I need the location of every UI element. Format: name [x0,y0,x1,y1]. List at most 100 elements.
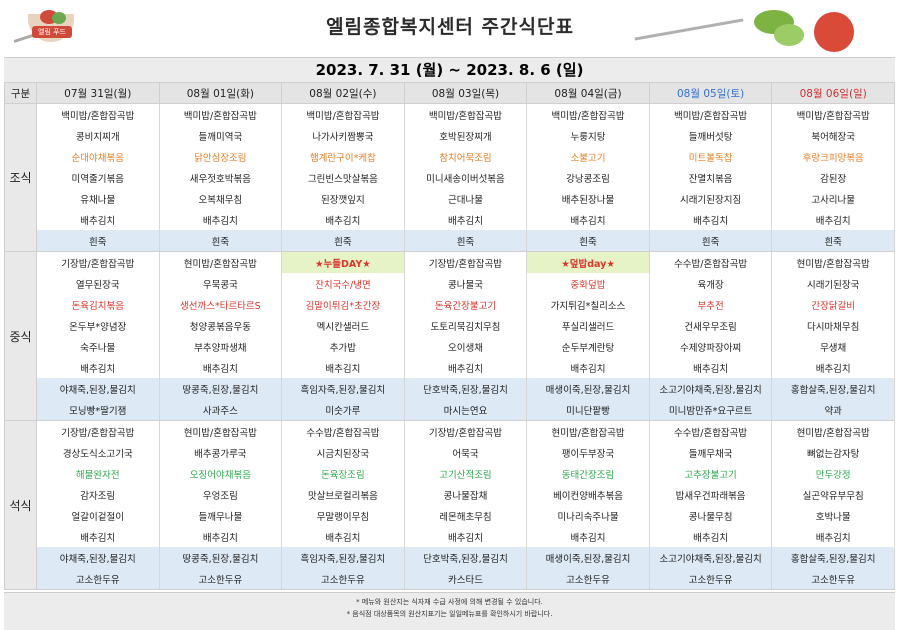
menu-item: 배추김치 [771,209,895,230]
menu-item: 추가밥 [281,336,405,357]
menu-item: 푸실리샐러드 [526,315,650,336]
menu-item: 미니새송이버섯볶음 [403,167,528,188]
menu-item: 배추김치 [648,209,773,230]
menu-item: 배추김치 [526,209,650,230]
meal-row: 감자조림 우엉조림 맛살브로컬리볶음 콩나물잡채 베이컨양배추볶음 밥새우건파래볶음 실곤약… [5,484,895,505]
menu-item: 단호박죽,된장,물김치 [403,378,528,399]
snack-row: 흰죽 흰죽 흰죽 흰죽 흰죽 흰죽 흰죽 [5,230,895,252]
menu-item: 들깨무채국 [648,442,773,463]
menu-item: 약과 [771,399,895,421]
menu-item: 고소한두유 [648,568,773,590]
page-title: 엘림종합복지센터 주간식단표 [326,16,574,38]
menu-item: 순두부계란탕 [526,336,650,357]
food-decoration-icon [634,6,854,54]
meal-section-label: 중식 [4,251,37,421]
meal-row: 얼갈이겉절이 들깨무나물 무말랭이무침 레몬해초무침 미나리숙주나물 콩나물무침 호박나물 [5,505,895,526]
menu-item: 팽이두부장국 [526,442,650,463]
menu-item: 오징어야채볶음 [158,463,283,484]
menu-item: 순대야채볶음 [36,146,160,167]
footnotes: * 메뉴와 원산지는 식자재 수급 사정에 의해 변경될 수 있습니다. * 음… [4,592,895,630]
snack-row: 야채죽,된장,물김치 땅콩죽,된장,물김치 흑임자죽,된장,물김치 단호박죽,된장,물… [5,547,895,568]
menu-item: 김말이튀김*초간장 [281,294,405,315]
menu-item: 후랑크피망볶음 [771,146,895,167]
meal-row: 순대야채볶음 닭안심장조림 햄계란구이*케찹 참치어묵조림 소불고기 미트볼독찹 후랑크피망… [5,146,895,167]
menu-item: 돈육간장불고기 [403,294,528,315]
menu-item: 나가사키짬뽕국 [281,125,405,146]
menu-item: 간장닭갈비 [771,294,895,315]
day-header-saturday: 08월 05일(토) [648,82,773,104]
menu-item: 백미밥/혼합잡곡밥 [648,103,773,125]
menu-item: 누룽지탕 [526,125,650,146]
menu-item: 고소한두유 [281,568,405,590]
snack-row: 야채죽,된장,물김치 땅콩죽,된장,물김치 흑임자죽,된장,물김치 단호박죽,된장,물… [5,378,895,399]
day-header-sunday: 08월 06일(일) [771,82,895,104]
menu-item: 배추김치 [526,357,650,378]
menu-item: 콩비지찌개 [36,125,160,146]
meal-row: 해물완자전 오징어야채볶음 돈육장조림 고기산적조림 동태간장조림 고추장불고기 만두강정 [5,463,895,484]
menu-item: 배추김치 [403,357,528,378]
footnote: * 음식점 대상품목의 원산지표기는 일일메뉴표를 확인하시기 바랍니다. [346,610,553,618]
menu-item: 시래기된장국 [771,273,895,294]
menu-item: 수수밥/혼합잡곡밥 [648,420,773,442]
menu-item: 흰죽 [36,230,160,252]
menu-item: 어묵국 [403,442,528,463]
menu-item: 콩나물국 [403,273,528,294]
menu-item: 배추김치 [158,209,283,230]
day-header: 07월 31일(월) [36,82,160,104]
menu-item: 무생채 [771,336,895,357]
menu-item: 부추양파생채 [158,336,283,357]
menu-item: 배추김치 [281,357,405,378]
meal-section-label: 조식 [4,103,37,252]
meal-row: 유채나물 오복채무침 된장깻잎지 근대나물 배추된장나물 시래기된장지짐 고사리나물 [5,188,895,209]
menu-item: 도토리묵김치무침 [403,315,528,336]
menu-item: 백미밥/혼합잡곡밥 [281,103,405,125]
day-header-row: 구분 07월 31일(월) 08월 01일(화) 08월 02일(수) 08월 … [4,82,895,104]
menu-item: 흰죽 [403,230,528,252]
menu-item: 레몬해초무침 [403,505,528,526]
menu-item: 현미밥/혼합잡곡밥 [158,251,283,273]
meal-row: 배추김치 배추김치 배추김치 배추김치 배추김치 배추김치 배추김치 [5,526,895,547]
menu-item: 베이컨양배추볶음 [526,484,650,505]
menu-item: 기장밥/혼합잡곡밥 [36,420,160,442]
menu-item: 우엉조림 [158,484,283,505]
menu-item: 홍합살죽,된장,물김치 [771,547,895,568]
menu-item: 배추김치 [281,526,405,547]
menu-item: 수제양파장아찌 [648,336,773,357]
menu-item: 오복채무침 [158,188,283,209]
meal-row: 돈육김치볶음 생선까스*타르타르S 김말이튀김*초간장 돈육간장불고기 가지튀김*칠리소… [5,294,895,315]
menu-item: 배추김치 [36,209,160,230]
menu-item: 맛살브로컬리볶음 [281,484,405,505]
menu-item: 실곤약유부무침 [771,484,895,505]
menu-item: 숙주나물 [36,336,160,357]
menu-item: 닭안심장조림 [158,146,283,167]
menu-item: 카스타드 [403,568,528,590]
menu-item: ★누들DAY★ [281,251,405,273]
menu-item: 북어해장국 [771,125,895,146]
menu-item: 매생이죽,된장,물김치 [526,547,650,568]
menu-item: 배추김치 [36,526,160,547]
menu-item: 야채죽,된장,물김치 [36,547,160,568]
menu-item: 된장깻잎지 [281,188,405,209]
menu-item: 감된장 [771,167,895,188]
date-range: 2023. 7. 31 (월) ~ 2023. 8. 6 (일) [4,57,895,82]
menu-item: 백미밥/혼합잡곡밥 [36,103,160,125]
menu-item: 백미밥/혼합잡곡밥 [526,103,650,125]
menu-item: 미트볼독찹 [648,146,773,167]
meal-row: 열무된장국 우묵콩국 잔치국수/냉면 콩나물국 중화덮밥 육개장 시래기된장국 [5,273,895,294]
menu-item: 매생이죽,된장,물김치 [526,378,650,399]
snack-row: 고소한두유 고소한두유 고소한두유 카스타드 고소한두유 고소한두유 고소한두유 [5,568,895,590]
menu-item: 가지튀김*칠리소스 [526,294,650,315]
menu-item: 미나리숙주나물 [526,505,650,526]
meal-row: 석식 기장밥/혼합잡곡밥 현미밥/혼합잡곡밥 수수밥/혼합잡곡밥 기장밥/혼합잡곡밥 현미… [4,420,895,590]
menu-item: 들깨미역국 [158,125,283,146]
meal-section-label: 석식 [4,420,37,590]
menu-item: ★덮밥day★ [526,251,650,273]
menu-item: 동태간장조림 [526,463,650,484]
menu-item: 미니밤만쥬*요구르트 [648,399,773,421]
menu-item: 들깨무나물 [158,505,283,526]
menu-item: 돈육김치볶음 [36,294,160,315]
menu-item: 홍합살죽,된장,물김치 [771,378,895,399]
menu-item: 흰죽 [158,230,283,252]
menu-item: 부추전 [648,294,773,315]
menu-item: 배추김치 [281,209,405,230]
